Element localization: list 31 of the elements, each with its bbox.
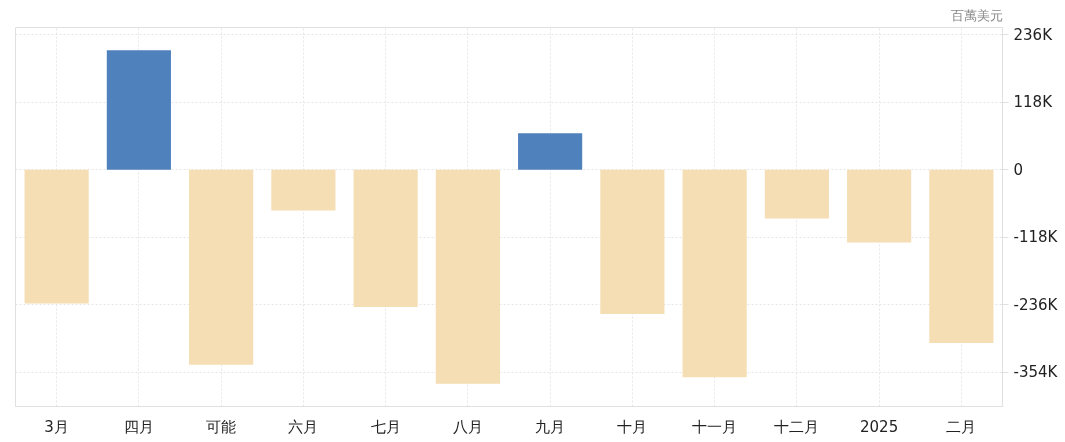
bar xyxy=(518,133,583,170)
bar xyxy=(189,169,254,365)
bar xyxy=(353,169,418,308)
bar xyxy=(682,169,747,378)
x-tick-label: 二月 xyxy=(946,417,977,436)
y-tick-label: -354K xyxy=(1013,363,1059,382)
y-tick-label: 118K xyxy=(1013,93,1054,112)
y-tick-label: 0 xyxy=(1013,160,1024,179)
bar xyxy=(271,169,336,211)
y-tick-label: -118K xyxy=(1013,228,1059,247)
x-tick-label: 十一月 xyxy=(692,417,738,436)
bar xyxy=(929,169,994,344)
x-tick-label: 七月 xyxy=(370,417,401,436)
x-tick-label: 3月 xyxy=(44,417,69,436)
bar xyxy=(847,169,912,243)
y-tick-label: 236K xyxy=(1013,25,1054,44)
bar xyxy=(600,169,665,314)
x-tick-label: 四月 xyxy=(123,417,154,436)
x-tick-label: 九月 xyxy=(535,417,566,436)
bar xyxy=(435,169,500,384)
y-tick-label: -236K xyxy=(1013,295,1059,314)
x-tick-label: 十月 xyxy=(617,417,648,436)
x-tick-label: 八月 xyxy=(452,417,483,436)
x-tick-label: 可能 xyxy=(206,417,237,436)
x-tick-label: 2025 xyxy=(860,417,899,436)
bar xyxy=(764,169,829,219)
y-axis-title: 百萬美元 xyxy=(950,7,1003,23)
bar xyxy=(24,169,89,304)
bar xyxy=(106,50,171,170)
x-tick-label: 六月 xyxy=(288,417,319,436)
x-tick-label: 十二月 xyxy=(774,417,820,436)
